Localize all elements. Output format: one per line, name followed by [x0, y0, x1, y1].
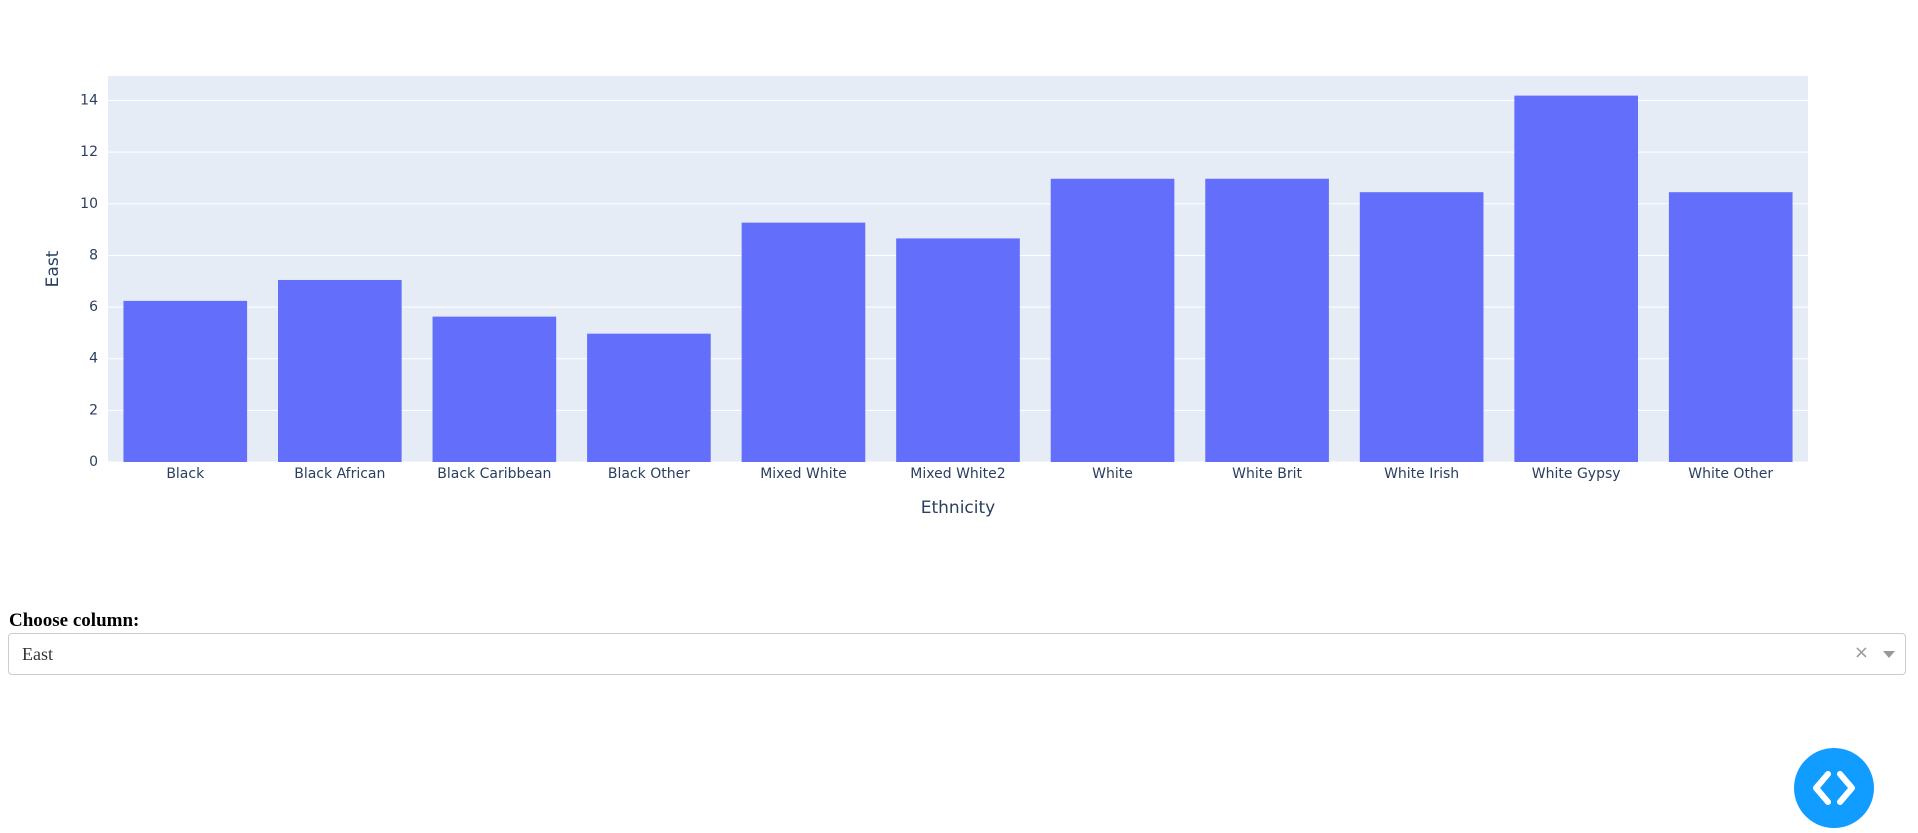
x-tick-label: Black African — [294, 466, 385, 482]
y-tick-label: 0 — [89, 454, 98, 470]
chart: East Ethnicity 0 2 4 6 8 10 12 14 Black Black Afr… — [43, 76, 1808, 518]
y-tick-label: 10 — [80, 196, 98, 212]
y-tick-label: 6 — [89, 299, 98, 315]
code-icon — [1813, 771, 1855, 805]
x-tick-label: White Gypsy — [1532, 466, 1621, 482]
x-tick-label: White Brit — [1232, 466, 1302, 482]
x-tick-label: White Other — [1688, 466, 1773, 482]
y-axis-title: East — [43, 250, 63, 287]
y-tick-label: 14 — [80, 93, 98, 109]
x-tick-label: Black Caribbean — [437, 466, 551, 482]
clear-button[interactable]: × — [1853, 642, 1869, 663]
x-tick-label: Black Other — [608, 466, 690, 482]
y-tick-label: 2 — [89, 402, 98, 418]
x-tick-label: Mixed White2 — [910, 466, 1005, 482]
bar — [278, 279, 402, 462]
x-tick-label: Black — [166, 466, 205, 482]
x-tick-label: Mixed White — [760, 466, 846, 482]
bar — [896, 238, 1020, 462]
dropdown-label: Choose column: — [9, 610, 140, 631]
bar — [432, 316, 557, 462]
dropdown-arrow[interactable] — [1883, 651, 1895, 658]
bar — [1050, 178, 1175, 462]
x-tick-label: White — [1092, 466, 1133, 482]
x-axis-title: Ethnicity — [921, 498, 995, 518]
bar — [1359, 192, 1484, 462]
dropdown-value: East — [22, 644, 53, 664]
bar — [1514, 95, 1638, 462]
y-tick-label: 12 — [80, 144, 98, 160]
bar — [1668, 192, 1793, 462]
bar — [587, 333, 711, 462]
y-tick-label: 8 — [89, 247, 98, 263]
bar — [123, 300, 248, 462]
bar — [1205, 178, 1329, 462]
bar — [741, 222, 866, 462]
dropdown[interactable]: East × — [8, 633, 1906, 675]
code-button[interactable] — [1794, 748, 1874, 828]
y-tick-label: 4 — [89, 351, 98, 367]
x-tick-label: White Irish — [1384, 466, 1459, 482]
